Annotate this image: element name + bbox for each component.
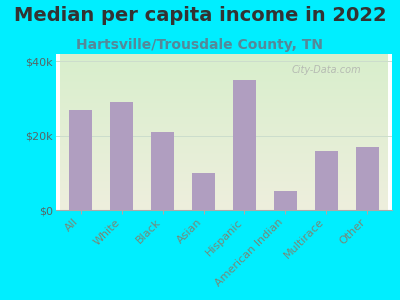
Bar <box>192 173 215 210</box>
Bar <box>69 110 92 210</box>
Text: City-Data.com: City-Data.com <box>291 65 361 75</box>
Text: Hartsville/Trousdale County, TN: Hartsville/Trousdale County, TN <box>76 38 324 52</box>
Bar <box>110 102 133 210</box>
Bar <box>233 80 256 210</box>
Bar <box>274 191 297 210</box>
Bar <box>315 151 338 210</box>
Bar <box>151 132 174 210</box>
Text: Median per capita income in 2022: Median per capita income in 2022 <box>14 6 386 25</box>
Bar <box>356 147 379 210</box>
